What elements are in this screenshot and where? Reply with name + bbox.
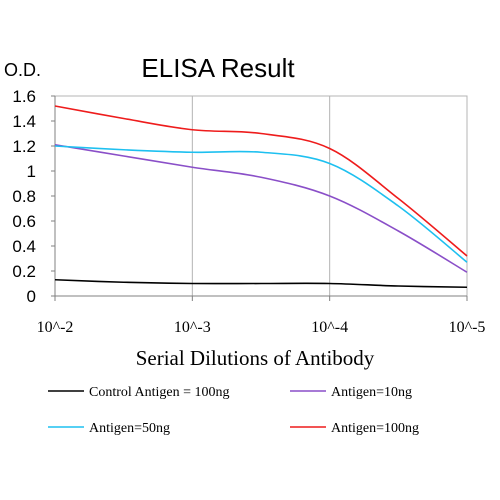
y-tick-label: 1.4	[12, 112, 36, 131]
chart-title: ELISA Result	[141, 53, 295, 83]
x-tick-label: 10^-2	[37, 319, 74, 336]
series-line-2	[54, 145, 468, 263]
y-tick-label: 0	[27, 287, 36, 306]
y-tick-label: 0.8	[12, 187, 36, 206]
y-tick-label: 0.2	[12, 262, 36, 281]
legend-label-3: Antigen=100ng	[331, 421, 419, 436]
series-line-3	[54, 105, 468, 257]
y-tick-label: 0.4	[12, 237, 36, 256]
legend: Control Antigen = 100ng Antigen=10ng Antig…	[48, 385, 419, 436]
y-tick-label: 0.6	[12, 212, 36, 231]
y-axis-label: O.D.	[4, 60, 41, 80]
x-tick-label: 10^-4	[311, 319, 348, 336]
y-tick-label: 1	[27, 162, 36, 181]
plot-frame	[54, 95, 468, 297]
x-tick-label: 10^-5	[449, 319, 486, 336]
series-line-1	[54, 143, 468, 273]
y-tick-label: 1.6	[12, 87, 36, 106]
series-lines	[54, 105, 468, 289]
axes	[51, 95, 468, 301]
y-tick-label: 1.2	[12, 137, 36, 156]
x-tick-label: 10^-3	[174, 319, 211, 336]
x-axis-label: Serial Dilutions of Antibody	[136, 346, 375, 370]
legend-label-2: Antigen=50ng	[89, 421, 170, 436]
legend-label-0: Control Antigen = 100ng	[89, 385, 230, 400]
grid	[191, 96, 331, 296]
tick-labels: 10^-2 10^-3 10^-4 10^-5 0 0.2 0.4 0.6 0.8 1 1.2 1.4…	[12, 87, 485, 336]
series-line-0	[54, 278, 468, 289]
legend-label-1: Antigen=10ng	[331, 385, 412, 400]
